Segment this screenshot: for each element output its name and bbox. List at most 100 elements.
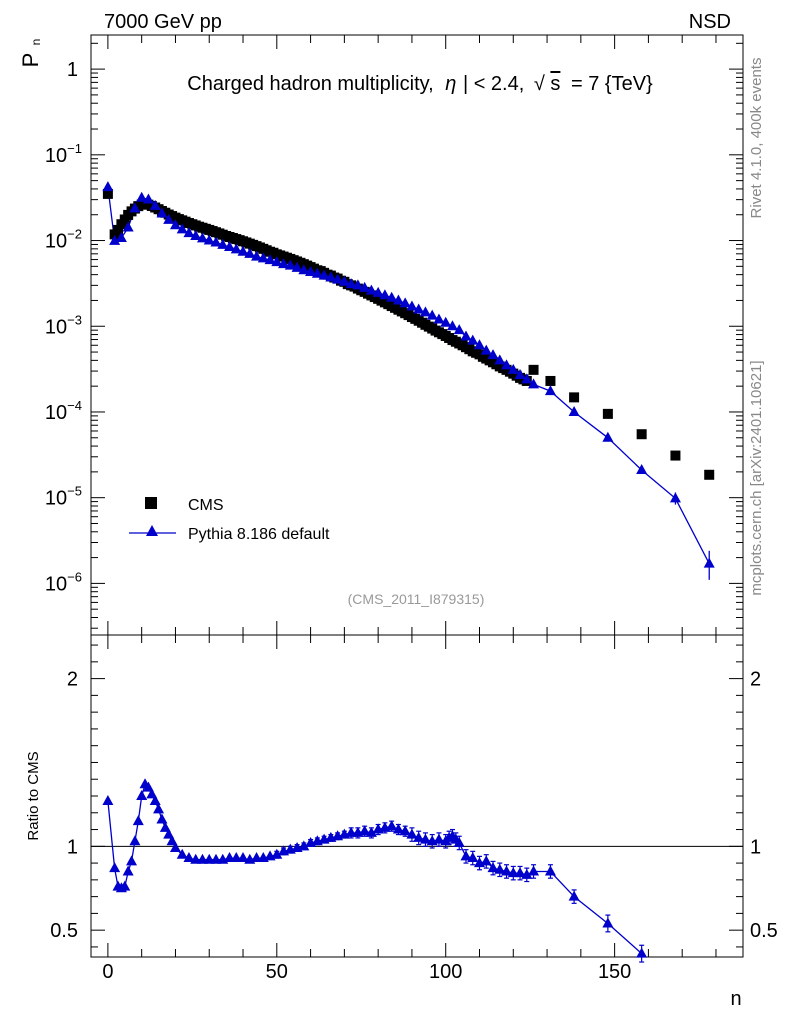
pythia-data-point bbox=[359, 281, 371, 292]
energy-label: 7000 GeV pp bbox=[104, 11, 222, 33]
pythia-data-point bbox=[291, 261, 303, 272]
pythia-data-point bbox=[446, 320, 458, 331]
pythia-data-point bbox=[602, 431, 614, 442]
pythia-data-point bbox=[514, 368, 526, 379]
pythia-data-point bbox=[345, 278, 357, 289]
ratio-data-point bbox=[433, 833, 445, 844]
ratio-data-point bbox=[521, 868, 533, 879]
pythia-data-point bbox=[196, 232, 208, 243]
cms-data-point bbox=[102, 188, 113, 199]
pythia-data-point bbox=[406, 300, 418, 311]
ratio-y-tick-label-right: 0.5 bbox=[750, 920, 778, 942]
ratio-data-point bbox=[156, 813, 168, 824]
pythia-data-point bbox=[217, 238, 229, 249]
ratio-data-point bbox=[399, 825, 411, 836]
pythia-data-point bbox=[142, 193, 154, 204]
pythia-data-point bbox=[426, 309, 438, 320]
main-y-tick-label: 10−5 bbox=[45, 484, 82, 510]
main-y-tick-label: 10−1 bbox=[45, 141, 82, 167]
ratio-series-group bbox=[102, 778, 648, 963]
pythia-data-point bbox=[264, 254, 276, 265]
pythia-data-point bbox=[102, 181, 114, 192]
ratio-data-point bbox=[163, 828, 175, 839]
pythia-data-point bbox=[311, 267, 323, 278]
ratio-data-point bbox=[386, 820, 398, 831]
ratio-data-point bbox=[146, 788, 158, 799]
ratio-data-point bbox=[102, 795, 114, 806]
ratio-data-point bbox=[467, 852, 479, 863]
ratio-x-tick-label: 50 bbox=[266, 961, 288, 983]
ratio-data-point bbox=[365, 826, 377, 837]
ratio-data-point bbox=[636, 947, 648, 958]
ratio-data-point bbox=[153, 803, 165, 814]
rivet-version-label: Rivet 4.1.0, 400k events bbox=[748, 58, 765, 219]
process-label: NSD bbox=[689, 11, 731, 33]
ratio-plot-frame bbox=[90, 634, 744, 958]
pythia-data-point bbox=[399, 297, 411, 308]
main-y-tick-label-exp: −4 bbox=[67, 398, 82, 413]
ratio-data-point bbox=[494, 863, 506, 874]
title-cut: | < 2.4, bbox=[463, 73, 524, 95]
ratio-data-point bbox=[122, 865, 134, 876]
pythia-data-point bbox=[528, 378, 540, 389]
pythia-data-point bbox=[109, 234, 121, 245]
ratio-data-point bbox=[136, 790, 148, 800]
main-y-tick-label-exp: −3 bbox=[67, 312, 82, 327]
pythia-data-point bbox=[244, 247, 256, 258]
pythia-data-point bbox=[318, 269, 330, 280]
ratio-ylabel: Ratio to CMS bbox=[25, 751, 42, 840]
ratio-y-tick-label: 2 bbox=[67, 669, 78, 691]
pythia-data-point bbox=[453, 324, 465, 335]
pythia-data-point bbox=[251, 250, 263, 261]
pythia-data-point bbox=[305, 265, 317, 276]
ratio-data-point bbox=[392, 823, 404, 834]
main-y-tick-label-exp: −1 bbox=[67, 141, 82, 156]
title-main: Charged hadron multiplicity, bbox=[187, 73, 433, 95]
main-title: Charged hadron multiplicity, η | < 2.4, … bbox=[187, 73, 653, 95]
ratio-data-point bbox=[602, 917, 614, 928]
cms-data-point bbox=[528, 364, 539, 375]
main-plot-frame bbox=[90, 34, 744, 636]
ratio-data-point bbox=[129, 835, 141, 846]
main-ylabel-subscript: n bbox=[29, 39, 43, 46]
pythia-data-point bbox=[325, 271, 337, 282]
ratio-data-point bbox=[109, 862, 121, 873]
ratio-data-point bbox=[119, 880, 131, 891]
pythia-data-point bbox=[433, 313, 445, 324]
ratio-data-point bbox=[419, 833, 431, 844]
cms-data-point bbox=[569, 392, 580, 403]
pythia-data-point bbox=[115, 232, 127, 243]
main-y-tick-label: 10−3 bbox=[45, 312, 82, 338]
pythia-data-point bbox=[460, 330, 472, 341]
pythia-data-point bbox=[372, 286, 384, 297]
legend-cms-label: CMS bbox=[188, 497, 224, 514]
ratio-data-point bbox=[142, 781, 154, 792]
ratio-data-point bbox=[132, 815, 144, 826]
ratio-data-point bbox=[568, 890, 580, 901]
pythia-data-point bbox=[298, 264, 310, 275]
pythia-data-point bbox=[636, 464, 648, 475]
ratio-data-point bbox=[480, 855, 492, 866]
pythia-data-point bbox=[237, 245, 249, 256]
main-axes: 110−110−210−310−410−510−6 bbox=[45, 35, 743, 635]
pythia-data-point bbox=[278, 258, 290, 269]
pythia-data-point bbox=[413, 303, 425, 314]
ratio-line bbox=[107, 783, 643, 955]
pythia-data-point bbox=[210, 236, 222, 247]
pythia-data-point bbox=[203, 234, 215, 245]
ratio-data-point bbox=[169, 841, 181, 852]
ratio-x-tick-label: 150 bbox=[598, 961, 631, 983]
ratio-data-point bbox=[126, 855, 138, 866]
ratio-y-tick-label: 1 bbox=[67, 836, 78, 858]
cms-data-point bbox=[670, 450, 681, 461]
ratio-y-tick-label: 0.5 bbox=[50, 920, 78, 942]
main-y-tick-label: 1 bbox=[67, 59, 78, 81]
pythia-data-point bbox=[163, 213, 175, 224]
main-ylabel-text: P bbox=[18, 53, 43, 68]
main-y-tick-label-exp: −6 bbox=[67, 569, 82, 584]
main-y-tick-label: 10−6 bbox=[45, 569, 82, 595]
main-y-tick-label-base: 10 bbox=[45, 402, 67, 424]
title-energy: = 7 {TeV} bbox=[571, 73, 653, 95]
pythia-data-point bbox=[419, 306, 431, 317]
